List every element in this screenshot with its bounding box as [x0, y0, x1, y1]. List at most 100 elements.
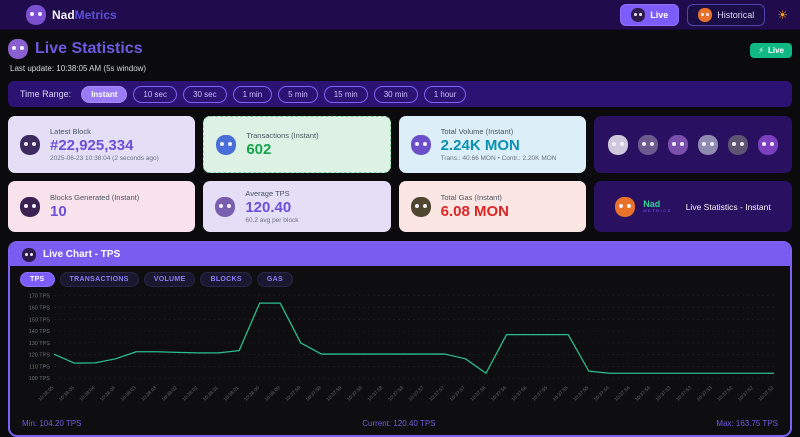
- live-mode-mascot-icon: [631, 7, 646, 22]
- x-axis-tick-label: 10:37:57: [449, 385, 467, 403]
- mascots-card: [593, 116, 792, 173]
- total-gas-title: Total Gas (Instant): [440, 192, 502, 202]
- theme-toggle-sun-icon[interactable]: ☀: [777, 7, 788, 22]
- y-axis-tick-label: 170 TPS: [29, 294, 51, 300]
- mascot-icon: [607, 134, 628, 155]
- chart-tab-transactions[interactable]: TRANSACTIONS: [59, 272, 139, 287]
- x-axis-tick-label: 10:37:53: [675, 385, 693, 403]
- total-volume-value: 2.24K MON: [440, 136, 520, 154]
- app-logo[interactable]: NadMetrics: [26, 4, 117, 25]
- average-tps-value: 120.40: [245, 198, 292, 216]
- page-title-text: Live Statistics: [35, 40, 143, 57]
- y-axis-tick-label: 130 TPS: [29, 341, 51, 347]
- navbar: NadMetrics Live Historical ☀: [0, 0, 800, 30]
- historical-flame-icon: [698, 7, 713, 22]
- chart-body: TPS TRANSACTIONS VOLUME BLOCKS GAS 170 TPS 16…: [10, 266, 790, 435]
- live-mode-label: Live: [650, 9, 669, 20]
- main-content: Live Statistics ⚡ Live Last update: 10:3…: [0, 30, 800, 437]
- x-axis-tick-label: 10:38:05: [58, 385, 76, 403]
- mascot-icon: [727, 134, 748, 155]
- x-axis-tick-label: 10:37:55: [531, 385, 549, 403]
- latest-block-title: Latest Block: [50, 126, 91, 136]
- transactions-mascot-icon: [216, 134, 237, 155]
- x-axis-tick-label: 10:37:52: [716, 385, 734, 403]
- x-axis-tick-label: 10:37:52: [737, 385, 755, 403]
- average-tps-sub: 60.2 avg per block: [245, 217, 299, 225]
- branding-logo-metrics: METRICS: [643, 208, 672, 213]
- x-axis-tick-label: 10:37:57: [428, 385, 446, 403]
- time-range-option-10-sec[interactable]: 10 sec: [133, 85, 177, 103]
- x-axis-tick-label: 10:37:53: [655, 385, 673, 403]
- average-tps-title: Average TPS: [245, 188, 290, 198]
- last-update-text: Last update: 10:38:05 AM (5s window): [10, 64, 147, 73]
- x-axis-tick-label: 10:38:02: [181, 385, 199, 403]
- blocks-generated-title: Blocks Generated (Instant): [50, 192, 140, 202]
- logo-mascot-icon: [26, 4, 46, 25]
- time-range-option-5-min[interactable]: 5 min: [278, 85, 318, 103]
- live-chart-panel: Live Chart - TPS TPS TRANSACTIONS VOLUME BL…: [8, 241, 792, 437]
- chart-max-value: Max: 163.75 TPS: [716, 419, 778, 428]
- time-range-options: Instant 10 sec 30 sec 1 min 5 min 15 min 30 mi…: [81, 85, 467, 103]
- historical-label: Historical: [717, 9, 755, 20]
- x-axis-tick-label: 10:37:59: [284, 385, 302, 403]
- time-range-option-30-sec[interactable]: 30 sec: [183, 85, 227, 103]
- branding-card: Nad METRICS Live Statistics - Instant: [593, 181, 792, 232]
- x-axis-tick-label: 10:38:04: [99, 385, 117, 403]
- time-range-label: Time Range:: [20, 89, 72, 99]
- x-axis-tick-label: 10:37:58: [367, 385, 385, 403]
- y-axis-tick-label: 160 TPS: [29, 306, 51, 312]
- x-axis-tick-label: 10:37:56: [469, 385, 487, 403]
- x-axis-tick-label: 10:37:58: [346, 385, 364, 403]
- x-axis-tick-label: 10:38:03: [120, 385, 138, 403]
- latest-block-mascot-icon: [20, 134, 40, 155]
- x-axis-tick-label: 10:38:05: [37, 385, 55, 403]
- average-tps-card: Average TPS 120.40 60.2 avg per block: [203, 181, 391, 232]
- y-axis-tick-label: 120 TPS: [29, 353, 51, 359]
- time-range-option-15-min[interactable]: 15 min: [323, 85, 368, 103]
- x-axis-tick-label: 10:37:59: [325, 385, 343, 403]
- chart-tab-gas[interactable]: GAS: [256, 272, 293, 287]
- live-mode-button[interactable]: Live: [620, 3, 680, 26]
- chart-tab-blocks[interactable]: BLOCKS: [200, 272, 252, 287]
- branding-mascot-icon: [615, 196, 636, 217]
- live-status-badge: ⚡ Live: [750, 43, 792, 58]
- blocks-generated-value: 10: [50, 202, 67, 220]
- time-range-option-30-min[interactable]: 30 min: [373, 85, 418, 103]
- x-axis-tick-label: 10:37:58: [387, 385, 405, 403]
- historical-mode-button[interactable]: Historical: [687, 3, 766, 26]
- title-row: Live Statistics ⚡ Live: [8, 39, 792, 59]
- transactions-card: Transactions (Instant) 602: [203, 116, 391, 173]
- blocks-generated-card: Blocks Generated (Instant) 10: [8, 181, 196, 232]
- total-gas-mascot-icon: [410, 196, 431, 217]
- latest-block-value: #22,925,334: [50, 136, 134, 154]
- time-range-option-1-hour[interactable]: 1 hour: [423, 85, 467, 103]
- x-axis-tick-label: 10:38:04: [78, 385, 96, 403]
- chart-footer: Min: 104.20 TPS Current: 120.40 TPS Max:…: [20, 417, 780, 431]
- time-range-option-1-min[interactable]: 1 min: [232, 85, 273, 103]
- chart-header: Live Chart - TPS: [10, 243, 790, 266]
- y-axis-tick-label: 140 TPS: [29, 329, 51, 335]
- branding-text: Live Statistics - Instant: [685, 201, 771, 212]
- chart-min-value: Min: 104.20 TPS: [22, 419, 82, 428]
- total-volume-title: Total Volume (Instant): [440, 126, 514, 136]
- x-axis-tick-label: 10:37:56: [511, 385, 529, 403]
- latest-block-card: Latest Block #22,925,334 2025-06-23 10:3…: [8, 116, 196, 173]
- lightning-icon: ⚡: [758, 46, 764, 55]
- time-range-option-instant[interactable]: Instant: [81, 85, 128, 103]
- logo-text-metrics: Metrics: [74, 7, 117, 22]
- logo-text-nad: Nad: [52, 7, 75, 22]
- x-axis-tick-label: 10:37:54: [593, 385, 611, 403]
- x-axis-tick-label: 10:38:02: [161, 385, 179, 403]
- x-axis-tick-label: 10:37:55: [572, 385, 590, 403]
- x-axis-tick-label: 10:38:01: [223, 385, 241, 403]
- chart-current-value: Current: 120.40 TPS: [362, 419, 436, 428]
- chart-tab-volume[interactable]: VOLUME: [143, 272, 196, 287]
- x-axis-tick-label: 10:37:57: [408, 385, 426, 403]
- average-tps-mascot-icon: [215, 196, 236, 217]
- x-axis-tick-label: 10:37:59: [305, 385, 323, 403]
- stats-cards-grid: Latest Block #22,925,334 2025-06-23 10:3…: [8, 116, 792, 232]
- x-axis-tick-label: 10:38:00: [264, 385, 282, 403]
- transactions-value: 602: [246, 140, 272, 158]
- chart-tab-tps[interactable]: TPS: [20, 272, 55, 287]
- y-axis-tick-label: 100 TPS: [29, 376, 51, 382]
